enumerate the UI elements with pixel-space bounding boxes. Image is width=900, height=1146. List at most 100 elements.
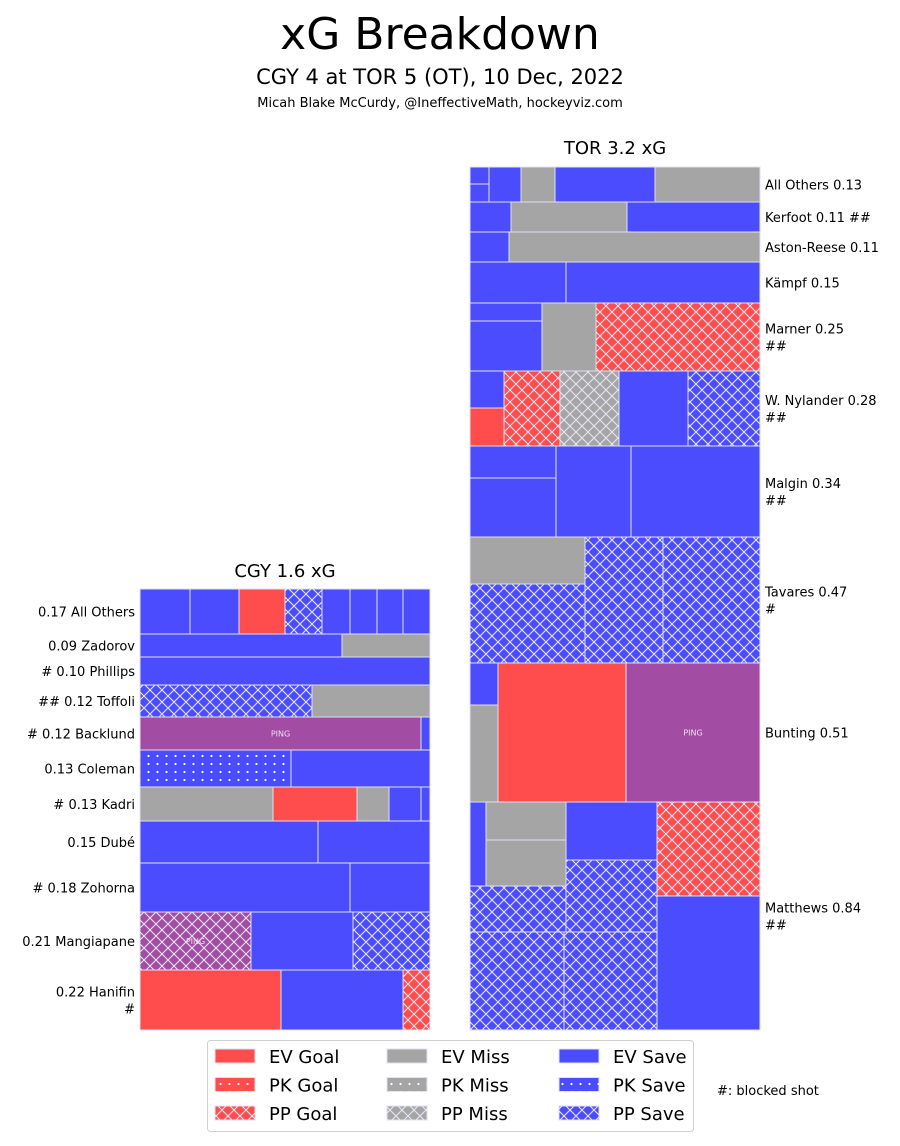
shot-cell-ev-miss bbox=[510, 201, 628, 233]
shot-cell-pp-save bbox=[284, 588, 323, 635]
shot-cell-ev-save bbox=[290, 749, 431, 788]
player-label: Kämpf 0.15 bbox=[765, 277, 840, 292]
shot-cell-penalty: PING bbox=[139, 716, 422, 751]
shot-cell-ev-save bbox=[630, 445, 761, 538]
shot-cell-ev-save bbox=[626, 201, 761, 233]
shot-cell-ev-miss bbox=[341, 633, 431, 658]
hatch-overlay bbox=[585, 537, 663, 663]
shot-cell-ev-save bbox=[469, 183, 490, 203]
player-label: ## 0.12 Toffoli bbox=[38, 695, 135, 710]
cell-fill bbox=[386, 1048, 428, 1064]
legend-swatch-pk-miss bbox=[386, 1077, 428, 1092]
player-label: # bbox=[124, 1003, 135, 1018]
player-label: Matthews 0.84 bbox=[765, 902, 861, 917]
hatch-overlay bbox=[596, 303, 760, 371]
cell-fill bbox=[520, 166, 556, 203]
hatch-overlay bbox=[215, 1106, 255, 1120]
player-label: W. Nylander 0.28 bbox=[765, 394, 877, 409]
penalty-label: PING bbox=[271, 730, 290, 739]
player-block-cgy bbox=[139, 588, 431, 635]
shot-cell-ev-miss bbox=[469, 536, 586, 585]
legend-label: EV Goal bbox=[269, 1047, 339, 1068]
player-block-cgy bbox=[139, 862, 431, 913]
shot-cell-ev-miss bbox=[311, 684, 431, 718]
legend: EV Goal PK Goal PP Goal EV Miss PK Miss PP Mi… bbox=[207, 1040, 694, 1132]
cell-fill bbox=[497, 662, 627, 803]
cell-fill bbox=[485, 839, 567, 887]
player-block-tor: PING bbox=[469, 662, 761, 803]
legend-label: EV Miss bbox=[441, 1047, 510, 1068]
cell-fill bbox=[469, 662, 499, 706]
player-label: # bbox=[765, 603, 776, 618]
shot-cell-ev-goal bbox=[238, 588, 286, 635]
cell-fill bbox=[139, 820, 319, 864]
shot-cell-pk-save bbox=[139, 749, 292, 788]
player-label: ## bbox=[765, 919, 787, 934]
player-block-cgy bbox=[139, 633, 431, 658]
cell-fill bbox=[565, 261, 761, 304]
hatch-overlay bbox=[140, 912, 251, 970]
shot-cell-ev-save bbox=[469, 231, 510, 263]
legend-swatch-pk-save bbox=[558, 1077, 600, 1092]
player-block-tor bbox=[469, 445, 761, 538]
cell-fill bbox=[420, 716, 431, 751]
player-block-cgy bbox=[139, 749, 431, 788]
cell-fill bbox=[469, 445, 557, 479]
cell-fill bbox=[341, 633, 431, 658]
cell-fill bbox=[139, 633, 343, 658]
shot-cell-pp-save bbox=[565, 859, 658, 933]
hatch-overlay bbox=[564, 932, 657, 1030]
shot-cell-ev-miss bbox=[654, 166, 761, 203]
shot-cell-ev-save bbox=[139, 656, 431, 686]
player-label: ## bbox=[765, 340, 787, 355]
shot-cell-ev-save bbox=[388, 786, 422, 822]
cell-fill bbox=[139, 969, 282, 1031]
cell-fill bbox=[469, 801, 487, 887]
hatch-overlay bbox=[663, 537, 760, 663]
cell-fill bbox=[469, 261, 567, 304]
cell-fill bbox=[558, 1048, 600, 1064]
cell-fill bbox=[469, 166, 490, 185]
cell-fill bbox=[554, 166, 656, 203]
player-block-tor bbox=[469, 370, 761, 447]
hatch-overlay bbox=[470, 932, 564, 1030]
shot-cell-ev-goal bbox=[272, 786, 358, 822]
shot-cell-ev-save bbox=[349, 862, 431, 913]
shot-cell-ev-save bbox=[469, 201, 512, 233]
dots-overlay bbox=[215, 1077, 255, 1092]
player-label: Bunting 0.51 bbox=[765, 727, 849, 742]
player-block-cgy: PING bbox=[139, 911, 431, 971]
shot-cell-pp-goal bbox=[656, 801, 761, 897]
shot-cell-ev-save bbox=[469, 477, 557, 538]
shot-cell-pp-save bbox=[584, 536, 664, 664]
cell-fill bbox=[349, 862, 431, 913]
cell-fill bbox=[654, 166, 761, 203]
cell-fill bbox=[565, 801, 658, 861]
shot-cell-ev-save bbox=[618, 370, 689, 447]
shot-cell-pp-save bbox=[352, 911, 431, 971]
player-label: # 0.12 Backlund bbox=[27, 728, 135, 743]
player-block-tor bbox=[469, 166, 761, 203]
cell-fill bbox=[189, 588, 240, 635]
cell-fill bbox=[469, 320, 543, 372]
player-label: 0.22 Hanifin bbox=[56, 986, 135, 1001]
cell-fill bbox=[469, 536, 586, 585]
legend-swatch-pk-goal bbox=[214, 1077, 256, 1092]
player-label: 0.15 Dubé bbox=[67, 836, 135, 851]
shot-cell-ev-save bbox=[469, 662, 499, 706]
player-label: Marner 0.25 bbox=[765, 323, 844, 338]
shot-cell-ev-save bbox=[469, 801, 487, 887]
shot-cell-pp-save bbox=[139, 684, 313, 718]
legend-label: PP Miss bbox=[441, 1104, 508, 1125]
shot-cell-pp-miss bbox=[559, 370, 620, 447]
player-block-tor bbox=[469, 536, 761, 664]
cell-fill bbox=[139, 786, 274, 822]
hatch-overlay bbox=[504, 371, 560, 446]
legend-swatch-pp-goal bbox=[214, 1105, 256, 1121]
penalty-label: PING bbox=[186, 937, 205, 946]
cell-fill bbox=[508, 231, 761, 263]
cell-fill bbox=[469, 477, 557, 538]
shot-cell-ev-save bbox=[555, 445, 632, 538]
hatch-overlay bbox=[688, 371, 760, 446]
